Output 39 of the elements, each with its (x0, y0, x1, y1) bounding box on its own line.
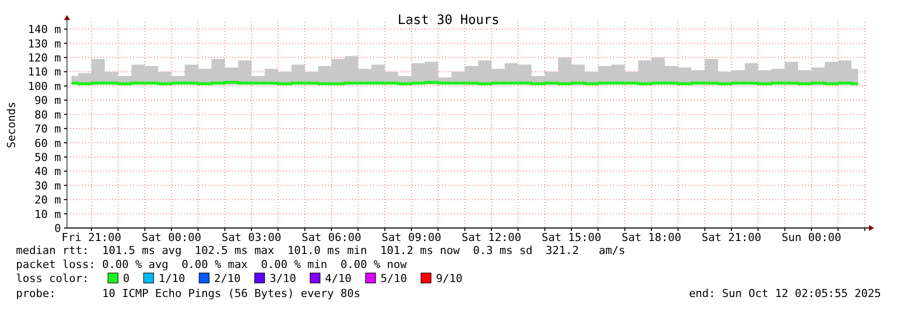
legend-label: 3/10 (270, 272, 296, 285)
y-tick-label: 80 m (34, 108, 62, 122)
legend-label: 2/10 (214, 272, 241, 285)
y-tick-label: 20 m (34, 194, 62, 207)
y-tick-label: 140 m (28, 23, 62, 36)
y-tick-label: 70 m (34, 122, 62, 136)
x-tick-label: Sat 12:00 (462, 231, 522, 244)
y-tick-label: 0 (54, 222, 61, 235)
x-tick-label: Sat 21:00 (702, 231, 762, 244)
text: packet loss: 0.00 % avg 0.00 % max 0.00 % min 0.00 % now (16, 258, 408, 271)
chart-title: Last 30 Hours (398, 13, 500, 28)
y-tick-label: 30 m (34, 179, 62, 192)
y-tick-label: 110 m (28, 66, 62, 79)
legend-label: 5/10 (380, 272, 408, 285)
x-tick-label: Sat 00:00 (142, 231, 202, 244)
y-tick-label: 130 m (28, 37, 62, 50)
y-axis-title: Seconds (5, 102, 18, 148)
y-tick-label: 60 m (34, 136, 62, 150)
y-tick-label: 100 m (28, 80, 62, 93)
legend-label: 0 (123, 272, 130, 285)
y-tick-label: 40 m (34, 165, 62, 178)
text: probe: 10 ICMP Echo Pings (56 Bytes) every 80s (16, 287, 360, 300)
x-tick-label: Sat 18:00 (622, 231, 682, 244)
y-tick-label: 90 m (34, 94, 62, 108)
y-tick-label: 50 m (34, 150, 62, 164)
legend-label: 1/10 (158, 272, 186, 285)
x-tick-label: Sun 00:00 (782, 231, 842, 244)
x-tick-label: Sat 09:00 (382, 231, 442, 244)
text: median rtt: 101.5 ms avg 102.5 ms max 101.0 ms min 101.2 ms now 0.3 ms sd 321.2 am/s (16, 244, 626, 257)
legend-label: 9/10 (436, 272, 463, 285)
x-tick-label: Sat 06:00 (302, 231, 362, 244)
legend-title: loss color: (16, 272, 89, 285)
x-tick-label: Sat 03:00 (222, 231, 282, 244)
y-tick-label: 10 m (34, 208, 62, 221)
text: end: Sun Oct 12 02:05:55 2025 (688, 287, 881, 300)
x-tick-label: Sat 15:00 (542, 231, 602, 244)
x-tick-label: Fri 21:00 (62, 231, 122, 244)
y-tick-label: 120 m (28, 52, 62, 65)
legend-label: 4/10 (325, 272, 352, 285)
